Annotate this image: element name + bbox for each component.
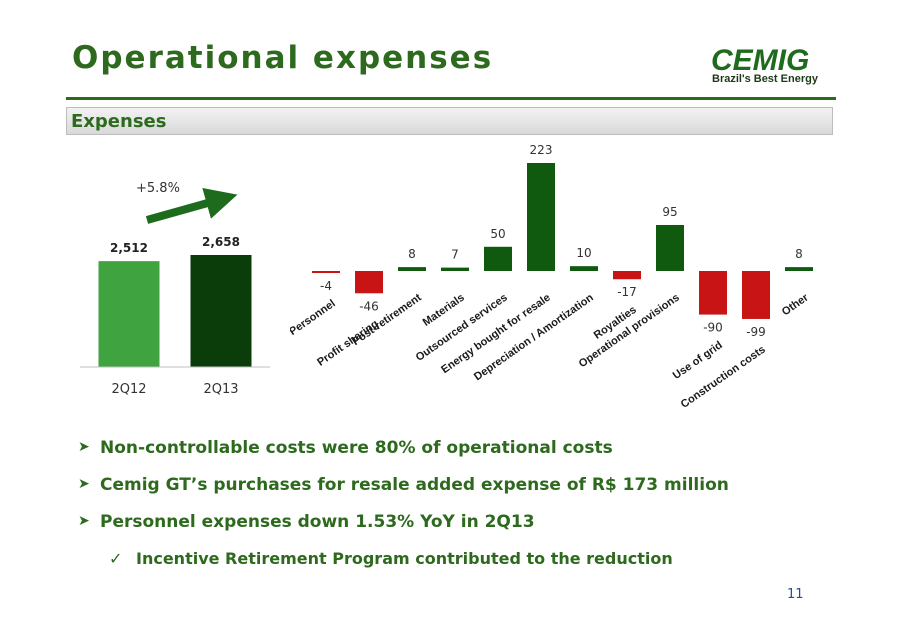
cemig-logo-wordmark: CEMIG [711, 44, 809, 77]
growth-arrow [145, 187, 238, 224]
bar-value-label: 8 [408, 247, 416, 261]
bar-energy-bought-for-resale [527, 163, 555, 271]
bar-2Q12 [98, 261, 160, 367]
bullet-text: Personnel expenses down 1.53% YoY in 2Q1… [100, 512, 535, 532]
arrow-bullet-icon: ➤ [78, 476, 90, 492]
cemig-logo-mark: CEMIG [711, 44, 809, 77]
bar-value-label: 2,658 [202, 235, 240, 249]
x-tick-label: 2Q12 [111, 382, 146, 397]
arrow-bullet-icon: ➤ [78, 513, 90, 529]
growth-annotation: +5.8% [136, 181, 180, 196]
x-tick-label: 2Q13 [203, 382, 238, 397]
bar-personnel [312, 271, 340, 273]
bullet-item: ➤ Personnel expenses down 1.53% YoY in 2… [78, 512, 838, 549]
bullet-item: ➤ Non-controllable costs were 80% of ope… [78, 438, 838, 475]
sub-bullet-item: ✓ Incentive Retirement Program contribut… [78, 549, 838, 579]
bar-value-label: -90 [703, 321, 723, 335]
bar-value-label: 7 [451, 248, 459, 262]
bar-use-of-grid [699, 271, 727, 315]
total-expenses-chart: 2,512 2Q12 2,658 2Q13 +5.8% [80, 181, 270, 397]
category-label: Construction costs [679, 344, 768, 411]
bar-value-label: -4 [320, 279, 332, 293]
bar-value-label: 50 [490, 227, 505, 241]
bar-value-label: -17 [617, 285, 637, 299]
page-title: Operational expenses [72, 40, 494, 76]
bar-value-label: 2,512 [110, 241, 148, 255]
sub-bullet-text: Incentive Retirement Program contributed… [136, 549, 673, 568]
logo-tagline: Brazil's Best Energy [712, 73, 818, 85]
bar-value-label: 95 [662, 205, 677, 219]
checkmark-icon: ✓ [109, 549, 123, 568]
bullet-list: ➤ Non-controllable costs were 80% of ope… [78, 438, 838, 579]
bar-operational-provisions [656, 224, 684, 271]
bar-value-label: -99 [746, 325, 766, 339]
section-header-bar: Expenses [66, 107, 833, 135]
bar-depreciation-amortization [570, 266, 598, 271]
bullet-text: Cemig GT’s purchases for resale added ex… [100, 475, 729, 495]
section-title: Expenses [71, 111, 167, 132]
bar-value-label: 10 [576, 246, 591, 260]
category-label: Personnel [290, 298, 338, 338]
bar-value-label: 8 [795, 247, 803, 261]
bar-royalties [613, 271, 641, 280]
bar-value-label: -46 [359, 299, 379, 313]
bar-2Q13 [190, 254, 252, 367]
bullet-text: Non-controllable costs were 80% of opera… [100, 438, 613, 458]
title-divider [66, 97, 836, 100]
bar-other [785, 267, 813, 271]
bar-construction-costs [742, 271, 770, 319]
page-number: 11 [787, 587, 804, 602]
bar-post-retirement [398, 267, 426, 271]
bar-materials [441, 267, 469, 271]
bar-outsourced-services [484, 246, 512, 271]
category-label: Other [780, 291, 812, 318]
bar-profit-sharing [355, 271, 383, 294]
arrow-bullet-icon: ➤ [78, 439, 90, 455]
bullet-item: ➤ Cemig GT’s purchases for resale added … [78, 475, 838, 512]
bar-value-label: 223 [530, 143, 553, 157]
